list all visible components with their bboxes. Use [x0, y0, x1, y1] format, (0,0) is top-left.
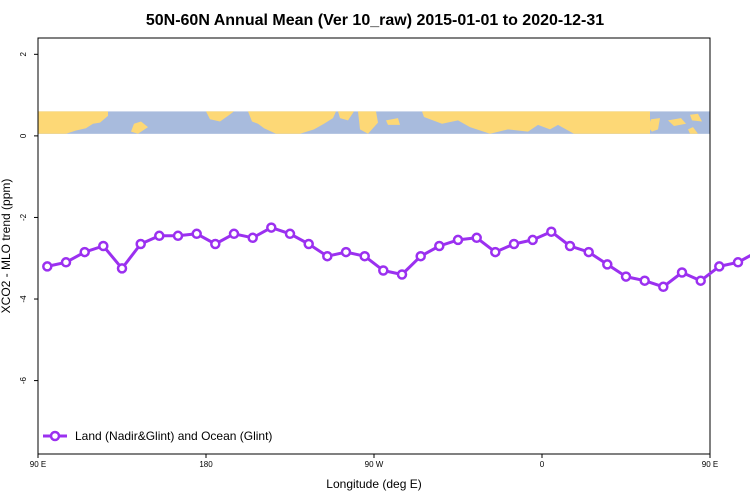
data-point — [415, 250, 426, 262]
map-land-4 — [296, 121, 310, 129]
map-land-3 — [248, 111, 336, 134]
map-land-7 — [386, 118, 400, 125]
map-land-11 — [690, 113, 702, 122]
legend: Land (Nadir&Glint) and Ocean (Glint) — [43, 429, 272, 443]
data-point — [396, 269, 408, 280]
y-tick-label: -4 — [19, 295, 28, 303]
data-point — [322, 250, 333, 262]
data-point — [303, 238, 314, 250]
data-point — [490, 246, 501, 258]
data-point — [154, 230, 165, 242]
map-land-0 — [38, 111, 108, 134]
series-line — [46, 226, 750, 289]
data-point — [508, 238, 520, 250]
data-point — [564, 240, 576, 252]
x-axis-label: Longitude (deg E) — [326, 477, 421, 491]
data-point — [172, 230, 184, 242]
map-land-10 — [668, 118, 686, 126]
data-point — [266, 222, 277, 233]
y-tick-label: -2 — [19, 213, 28, 221]
x-tick-label: 0 — [540, 460, 545, 469]
x-tick-label: 90 E — [30, 460, 46, 469]
data-point — [676, 267, 688, 278]
data-point — [98, 240, 109, 252]
map-land-1 — [131, 121, 148, 134]
data-point — [116, 263, 128, 274]
data-point — [471, 232, 482, 244]
chart-title: 50N-60N Annual Mean (Ver 10_raw) 2015-01… — [146, 12, 604, 29]
x-tick-label: 90 E — [702, 460, 718, 469]
legend-label: Land (Nadir&Glint) and Ocean (Glint) — [75, 429, 272, 443]
data-point — [340, 246, 352, 258]
data-point — [247, 232, 258, 244]
y-tick-label: 0 — [19, 133, 28, 138]
data-point — [42, 261, 53, 272]
y-tick-label: -6 — [19, 376, 28, 384]
x-tick-label: 180 — [199, 460, 213, 469]
data-point — [714, 261, 725, 272]
data-point — [284, 228, 296, 240]
data-point — [527, 234, 538, 246]
legend-marker — [49, 430, 61, 442]
data-point — [695, 275, 706, 286]
data-point — [60, 257, 72, 268]
map-land-6 — [358, 111, 378, 134]
data-point — [620, 271, 632, 282]
data-point — [359, 250, 370, 262]
x-tick-label: 90 W — [365, 460, 384, 469]
data-point — [135, 238, 146, 250]
data-point — [79, 246, 90, 258]
data-point — [583, 246, 594, 258]
data-point — [452, 234, 464, 246]
data-point — [210, 238, 221, 250]
data-point — [546, 226, 557, 237]
map-land-8 — [422, 111, 650, 134]
data-point — [228, 228, 240, 240]
data-point — [732, 257, 744, 268]
y-tick-label: 2 — [19, 52, 28, 57]
data-point — [434, 240, 445, 252]
y-axis-label: XCO2 - MLO trend (ppm) — [0, 179, 13, 314]
data-point — [191, 228, 202, 240]
y-axis: 2 0 -2 -4 -6 — [19, 52, 38, 384]
series-layer — [42, 222, 750, 293]
map-land-12 — [688, 127, 698, 134]
map-land-5 — [338, 111, 354, 121]
map-land-9 — [648, 118, 660, 132]
data-point — [378, 265, 389, 276]
data-point — [639, 275, 650, 286]
data-point — [658, 281, 669, 293]
data-point — [602, 259, 613, 270]
map-band — [38, 111, 710, 134]
map-land-2 — [206, 111, 234, 122]
